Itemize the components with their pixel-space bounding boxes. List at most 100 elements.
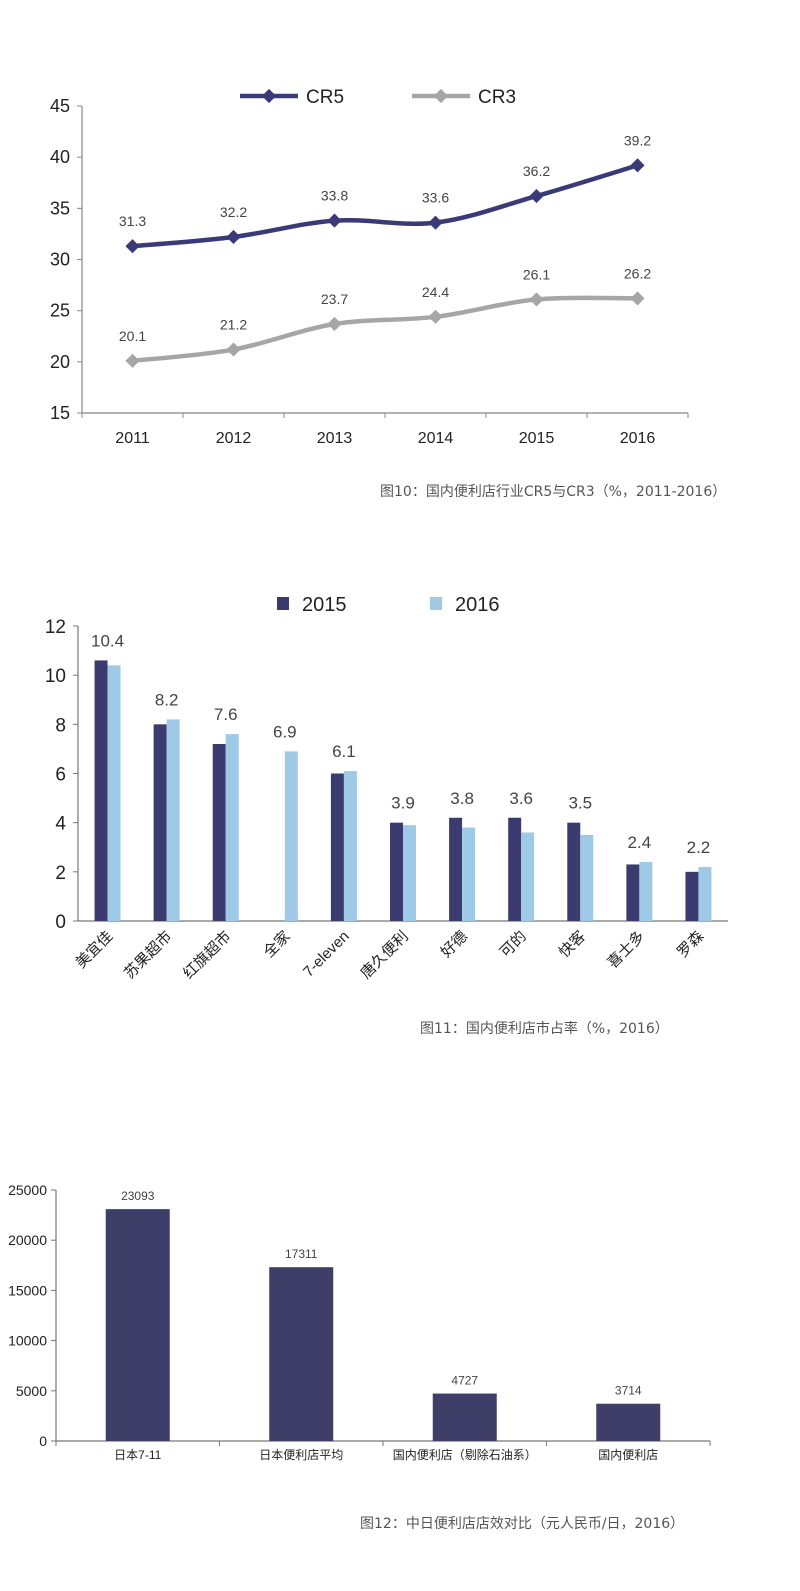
chart1-caption: 图10：国内便利店行业CR5与CR3（%，2011-2016）	[380, 484, 727, 500]
data-point-CR3	[630, 291, 645, 306]
bar-2015	[212, 744, 226, 921]
legend-label-CR3: CR3	[478, 87, 516, 108]
x-tick-label: 全家	[260, 927, 294, 961]
x-tick-label: 2015	[519, 430, 555, 447]
x-tick-label: 红旗超市	[180, 928, 234, 982]
series-line-CR3	[132, 295, 638, 364]
x-tick-label: 2013	[317, 430, 353, 447]
series-line-CR5	[132, 163, 639, 249]
data-point-CR5	[630, 158, 645, 173]
data-point-CR3	[125, 353, 140, 368]
data-label: 3714	[615, 1384, 642, 1398]
data-label-CR5: 31.3	[119, 213, 146, 229]
x-tick-label: 2012	[216, 430, 252, 447]
bar-2016	[698, 866, 712, 921]
bar-2015	[626, 864, 640, 921]
y-tick-label: 25	[50, 301, 70, 321]
data-label: 17311	[285, 1247, 318, 1261]
bar-2016	[580, 834, 594, 921]
chart2-caption: 图11：国内便利店市占率（%，2016）	[420, 1021, 669, 1037]
legend-label-CR5: CR5	[306, 87, 344, 108]
data-label: 8.2	[155, 690, 179, 709]
data-label: 6.9	[273, 722, 297, 741]
bar-2015	[567, 822, 581, 921]
bar-2016	[403, 825, 416, 921]
legend-label-2015: 2015	[302, 594, 347, 616]
y-tick-label: 8	[55, 715, 66, 736]
x-tick-label: 喜士多	[604, 928, 648, 972]
bar-2016	[225, 734, 239, 921]
bar	[596, 1403, 661, 1441]
legend-swatch-2015	[277, 597, 289, 610]
y-tick-label: 35	[50, 198, 70, 218]
data-label: 10.4	[91, 631, 124, 650]
x-tick-label: 日本7-11	[114, 1448, 161, 1462]
x-tick-label: 好德	[437, 927, 471, 961]
y-tick-label: 25000	[8, 1182, 47, 1198]
data-point-CR3	[529, 292, 544, 307]
data-point-CR3	[428, 309, 443, 324]
data-label-CR5: 36.2	[523, 163, 550, 179]
data-label-CR3: 26.2	[624, 265, 651, 281]
bar-2015	[153, 724, 167, 921]
bar-2016	[107, 665, 121, 921]
bar	[269, 1267, 334, 1441]
data-label-CR3: 23.7	[321, 291, 348, 307]
bar-2015	[390, 822, 403, 921]
data-point-CR3	[226, 342, 241, 357]
data-point-CR5	[428, 215, 443, 230]
chart3-caption: 图12：中日便利店店效对比（元人民币/日，2016）	[360, 1516, 685, 1532]
y-tick-label: 40	[50, 147, 70, 167]
data-label-CR3: 21.2	[220, 317, 247, 333]
data-point-CR5	[529, 188, 544, 204]
data-label-CR3: 24.4	[422, 284, 449, 300]
bar-2016	[462, 827, 476, 921]
x-tick-label: 美宜佳	[73, 928, 117, 972]
data-point-CR5	[226, 229, 241, 245]
data-label-CR5: 39.2	[624, 132, 651, 148]
y-tick-label: 0	[55, 912, 66, 933]
bar-2015	[449, 817, 463, 921]
y-tick-label: 10	[45, 666, 66, 687]
y-tick-label: 0	[39, 1433, 47, 1449]
y-tick-label: 15000	[8, 1282, 47, 1298]
data-point-CR3	[327, 316, 342, 332]
legend-marker-CR3	[433, 88, 449, 104]
chart-store-efficiency-bar: 0 5000 10000 15000 20000 25000 23093 日本7-11 1731…	[8, 1182, 711, 1462]
legend-marker-CR5	[261, 88, 277, 104]
data-label-CR5: 32.2	[220, 204, 247, 220]
x-tick-label: 苏果超市	[121, 928, 175, 982]
legend-swatch-2016	[430, 597, 442, 610]
x-tick-label: 2014	[418, 430, 454, 447]
data-label-CR3: 26.1	[523, 266, 550, 282]
y-tick-label: 2	[55, 863, 66, 884]
data-label-CR5: 33.8	[321, 188, 348, 204]
data-label: 7.6	[214, 705, 238, 724]
bar-2016	[166, 719, 180, 921]
y-tick-label: 4	[55, 814, 66, 835]
data-label: 3.5	[568, 794, 592, 813]
y-tick-label: 12	[45, 617, 66, 638]
data-label: 3.8	[450, 789, 474, 808]
x-tick-label: 罗森	[674, 928, 707, 961]
chart-cr5-cr3-line: 15 20 25 30 35 40 45 2011 2012 2013 2014 2015 2016 31…	[50, 87, 689, 447]
bar-2015	[685, 871, 699, 921]
data-point-CR5	[327, 213, 342, 228]
data-label: 3.6	[509, 789, 533, 808]
x-tick-label: 唐久便利	[357, 928, 411, 982]
x-tick-label: 国内便利店	[598, 1448, 658, 1462]
y-tick-label: 20000	[8, 1232, 47, 1248]
y-tick-label: 20	[50, 352, 70, 372]
y-tick-label: 10000	[8, 1333, 47, 1349]
x-tick-label: 国内便利店（剔除石油系）	[393, 1447, 537, 1462]
x-tick-label: 2011	[115, 430, 150, 447]
data-label: 6.1	[332, 742, 356, 761]
legend-label-2016: 2016	[455, 594, 500, 616]
data-label: 2.2	[687, 838, 711, 857]
x-tick-label: 2016	[620, 430, 656, 447]
bar-2015	[330, 773, 344, 921]
bar-2015	[94, 660, 108, 921]
x-tick-label: 日本便利店平均	[259, 1448, 343, 1462]
y-tick-label: 5000	[16, 1383, 47, 1399]
bar	[432, 1393, 497, 1441]
